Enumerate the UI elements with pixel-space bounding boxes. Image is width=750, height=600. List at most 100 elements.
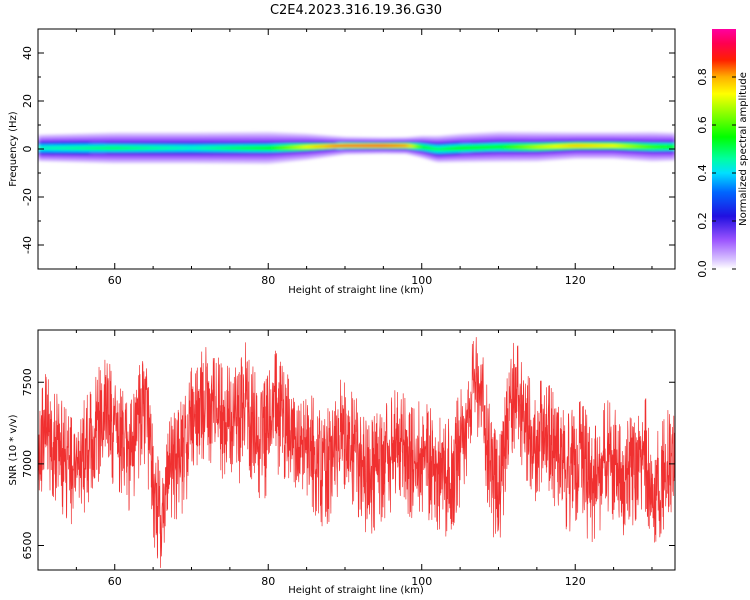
- heatmap-cell: [659, 157, 664, 159]
- heatmap-cell: [109, 146, 115, 149]
- heatmap-cell: [332, 152, 338, 155]
- heatmap-cell: [41, 139, 47, 141]
- heatmap-cell: [89, 149, 95, 151]
- heatmap-cell: [121, 153, 127, 156]
- heatmap-cell: [388, 143, 393, 145]
- heatmap-cell: [109, 161, 115, 164]
- heatmap-cell: [105, 139, 111, 142]
- heatmap-cell: [237, 154, 242, 157]
- heatmap-cell: [256, 156, 262, 159]
- heatmap-cell: [547, 142, 553, 144]
- heatmap-cell: [149, 147, 155, 150]
- heatmap-cell: [428, 144, 433, 146]
- heatmap-cell: [45, 144, 51, 146]
- heatmap-cell: [412, 149, 417, 151]
- heatmap-cell: [165, 149, 170, 151]
- heatmap-cell: [65, 137, 71, 140]
- heatmap-cell: [225, 137, 230, 140]
- heatmap-cell: [189, 153, 194, 156]
- heatmap-cell: [491, 137, 497, 139]
- heatmap-cell: [161, 161, 166, 164]
- heatmap-cell: [181, 136, 186, 139]
- heatmap-cell: [173, 157, 178, 160]
- heatmap-cell: [348, 149, 354, 151]
- heatmap-cell: [475, 149, 481, 152]
- heatmap-cell: [157, 139, 163, 142]
- heatmap-cell: [201, 135, 206, 137]
- heatmap-cell: [499, 157, 505, 160]
- heatmap-cell: [420, 138, 425, 140]
- heatmap-cell: [169, 150, 174, 153]
- heatmap-cell: [352, 150, 358, 152]
- heatmap-cell: [535, 139, 541, 142]
- heatmap-cell: [65, 138, 71, 141]
- heatmap-cell: [408, 137, 413, 139]
- heatmap-cell: [424, 148, 429, 150]
- heatmap-cell: [169, 145, 174, 147]
- heatmap-cell: [276, 132, 282, 134]
- heatmap-cell: [483, 142, 489, 145]
- heatmap-cell: [396, 141, 401, 143]
- heatmap-cell: [312, 134, 318, 136]
- heatmap-cell: [53, 139, 59, 141]
- heatmap-cell: [667, 141, 672, 144]
- heatmap-cell: [344, 143, 350, 145]
- heatmap-cell: [475, 138, 481, 140]
- heatmap-cell: [249, 162, 254, 165]
- heatmap-cell: [292, 146, 298, 149]
- heatmap-cell: [57, 155, 63, 157]
- heatmap-cell: [344, 137, 350, 139]
- heatmap-cell: [368, 146, 374, 148]
- heatmap-cell: [376, 140, 381, 142]
- heatmap-cell: [491, 156, 497, 158]
- heatmap-cell: [583, 152, 589, 155]
- heatmap-cell: [356, 142, 362, 144]
- heatmap-cell: [288, 156, 294, 158]
- heatmap-cell: [535, 138, 541, 141]
- heatmap-cell: [233, 139, 238, 141]
- heatmap-cell: [193, 132, 198, 135]
- heatmap-cell: [264, 162, 270, 165]
- heatmap-cell: [193, 139, 198, 142]
- heatmap-cell: [571, 147, 577, 150]
- heatmap-cell: [471, 153, 477, 156]
- heatmap-cell: [129, 154, 135, 157]
- heatmap-cell: [591, 143, 596, 145]
- heatmap-cell: [260, 153, 266, 156]
- heatmap-cell: [249, 146, 254, 149]
- heatmap-cell: [376, 150, 381, 152]
- heatmap-cell: [416, 138, 421, 141]
- heatmap-cell: [372, 139, 378, 141]
- heatmap-cell: [157, 132, 163, 135]
- heatmap-cell: [631, 153, 636, 156]
- heatmap-cell: [272, 153, 278, 155]
- heatmap-cell: [129, 135, 135, 137]
- heatmap-cell: [316, 148, 322, 150]
- heatmap-cell: [571, 149, 577, 151]
- heatmap-cell: [360, 147, 366, 149]
- heatmap-cell: [320, 153, 326, 155]
- heatmap-cell: [463, 148, 469, 151]
- heatmap-cell: [344, 144, 350, 146]
- heatmap-cell: [471, 152, 477, 155]
- heatmap-cell: [129, 152, 135, 154]
- heatmap-cell: [440, 140, 445, 142]
- heatmap-cell: [304, 157, 310, 159]
- heatmap-cell: [579, 141, 585, 144]
- heatmap-cell: [591, 132, 596, 134]
- heatmap-cell: [73, 137, 79, 140]
- heatmap-cell: [141, 156, 147, 158]
- heatmap-cell: [479, 132, 485, 135]
- heatmap-cell: [527, 146, 533, 149]
- heatmap-cell: [308, 149, 314, 152]
- heatmap-cell: [376, 137, 381, 139]
- heatmap-cell: [667, 145, 672, 147]
- heatmap-cell: [189, 143, 194, 146]
- heatmap-cell: [615, 137, 620, 139]
- heatmap-cell: [412, 148, 417, 150]
- heatmap-cell: [515, 147, 521, 150]
- heatmap-cell: [647, 134, 652, 137]
- heatmap-cell: [133, 150, 139, 153]
- heatmap-cell: [205, 147, 210, 150]
- heatmap-cell: [635, 144, 640, 147]
